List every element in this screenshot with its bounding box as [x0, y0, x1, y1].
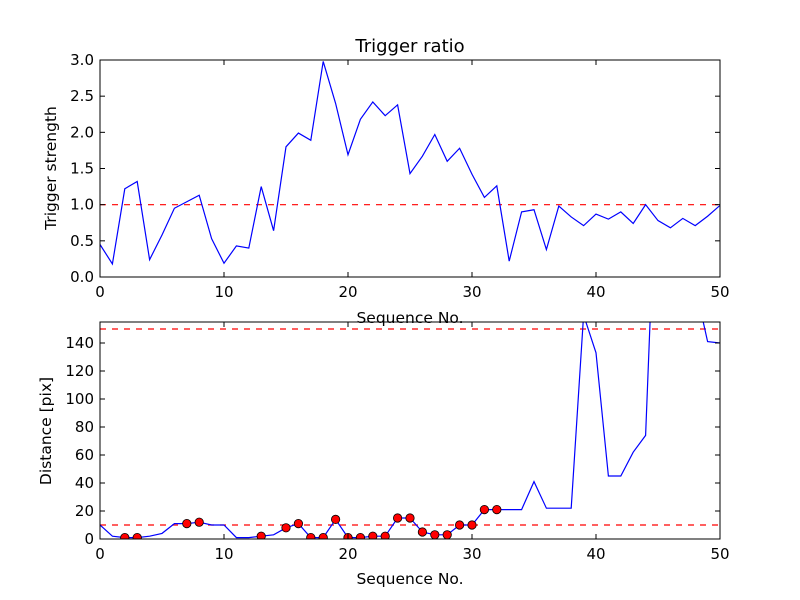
- bottom-data-point: [368, 531, 378, 539]
- bottom-panel: Distance [pix] 0 10 20 30 40 50 0 20 40 60 80 100 12…: [37, 321, 730, 588]
- bottom-data-point: [355, 533, 365, 539]
- bottom-x-axis-label: Sequence No.: [356, 570, 463, 588]
- top-y-tick-label: 0.5: [70, 232, 94, 250]
- bottom-y-axis-label: Distance [pix]: [37, 377, 55, 485]
- bottom-y-tick-label: 40: [75, 474, 94, 492]
- bottom-x-tick-label: 30: [462, 545, 481, 563]
- bottom-data-point: [120, 533, 130, 539]
- top-y-tick-label: 0.0: [70, 268, 94, 286]
- bottom-axes-frame: [99, 321, 721, 540]
- bottom-data-point: [417, 527, 427, 537]
- bottom-data-point: [330, 514, 341, 525]
- chart-title: Trigger ratio: [354, 36, 464, 57]
- bottom-x-tick-label: 0: [95, 545, 105, 563]
- bottom-data-point: [430, 530, 440, 539]
- bottom-x-tick-label: 40: [586, 545, 605, 563]
- bottom-y-tick-label: 100: [65, 390, 94, 408]
- bottom-y-tick-label: 60: [75, 446, 94, 464]
- bottom-data-point: [442, 530, 452, 539]
- top-y-axis-label: Trigger strength: [42, 106, 60, 231]
- top-x-tick-label: 40: [586, 283, 605, 301]
- bottom-data-point: [281, 523, 291, 533]
- top-x-tick-label: 50: [710, 283, 729, 301]
- bottom-y-tick-label: 120: [65, 362, 94, 380]
- top-x-tick-label: 30: [462, 283, 481, 301]
- top-panel: Trigger ratio Trigger strength 0 10 20 30 40…: [42, 36, 730, 327]
- top-y-tick-label: 1.0: [70, 196, 94, 214]
- top-y-tick-label: 3.0: [70, 51, 94, 69]
- bottom-data-point: [380, 531, 390, 539]
- top-y-tick-label: 2.5: [70, 87, 94, 105]
- top-plot-area: 0 10 20 30 40 50 0.0 0.5 1.0 1.5 2.0 2.5 3.0: [70, 51, 729, 301]
- bottom-data-point: [132, 533, 142, 539]
- bottom-data-point: [454, 520, 465, 530]
- bottom-data-point: [293, 518, 303, 529]
- bottom-y-tick-label: 140: [65, 334, 94, 352]
- bottom-data-point: [479, 504, 489, 515]
- bottom-data-point: [306, 533, 316, 539]
- bottom-y-tick-label: 80: [75, 418, 94, 436]
- top-y-tick-label: 2.0: [70, 123, 94, 141]
- bottom-data-point: [182, 518, 192, 529]
- top-plot-content: [100, 61, 720, 266]
- bottom-data-point: [194, 517, 204, 527]
- bottom-plot-area: 0 10 20 30 40 50 0 20 40 60 80 100 120 140: [65, 321, 730, 563]
- bottom-data-point: [405, 513, 415, 523]
- top-y-tick-label: 1.5: [70, 160, 94, 178]
- bottom-x-tick-label: 50: [710, 545, 729, 563]
- top-x-tick-label: 20: [338, 283, 357, 301]
- top-x-tick-label: 0: [95, 283, 105, 301]
- top-x-axis-label: Sequence No.: [356, 309, 463, 327]
- bottom-data-point: [467, 520, 477, 530]
- bottom-data-point: [492, 504, 502, 515]
- bottom-y-tick-label: 20: [75, 502, 94, 520]
- bottom-data-point: [318, 533, 328, 539]
- bottom-x-tick-label: 20: [338, 545, 357, 563]
- bottom-x-tick-label: 10: [214, 545, 233, 563]
- top-series-line-0: [100, 61, 720, 266]
- bottom-plot-content: [100, 322, 720, 539]
- bottom-data-point: [256, 531, 266, 539]
- bottom-y-tick-label: 0: [84, 530, 94, 548]
- top-x-tick-label: 10: [214, 283, 233, 301]
- bottom-data-point: [392, 513, 403, 523]
